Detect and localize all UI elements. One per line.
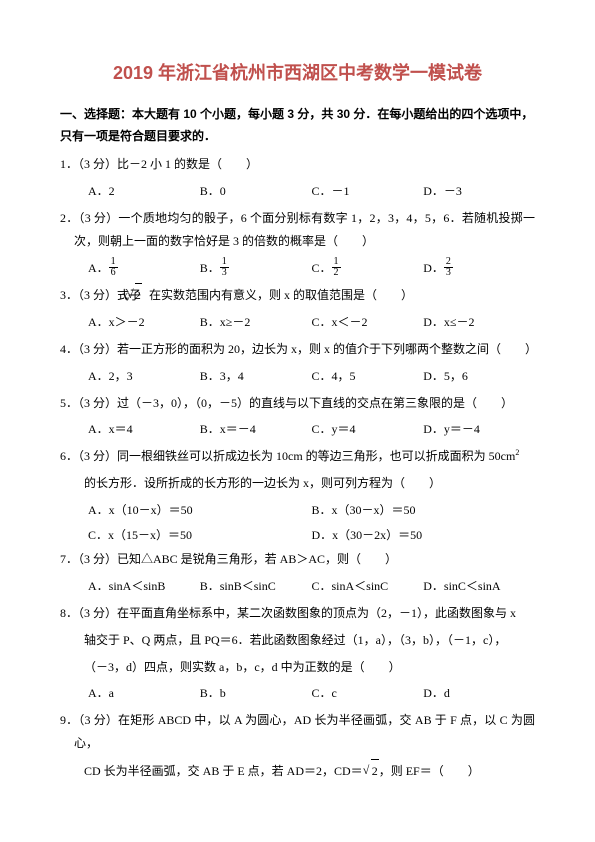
q8-choice-b: B．b — [200, 682, 312, 705]
q8-choice-d: D．d — [423, 682, 535, 705]
q7-choice-d: D．sinC＜sinA — [423, 575, 535, 598]
q2-a-label: A． — [88, 261, 109, 275]
q6-choice-a: A．x（10－x）＝50 — [88, 499, 312, 522]
sqrt-icon: x−2 — [141, 283, 149, 307]
q9-stem2-pre: CD 长为半径画弧，交 AB 于 E 点，若 AD＝2，CD＝ — [84, 764, 363, 778]
q1-choice-d: D．－3 — [423, 180, 535, 203]
q3-stem: 3．（3 分）式子x−2在实数范围内有意义，则 x 的取值范围是（ ） — [60, 283, 535, 307]
q1-stem: 1．（3 分）比－2 小 1 的数是（ ） — [60, 153, 535, 176]
q2-a-frac: 16 — [109, 257, 118, 278]
q4-choices: A．2，3 B．3，4 C．4，5 D．5，6 — [60, 365, 535, 388]
q6-stem-line2: 的长方形．设所折成的长方形的一边长为 x，则可列方程为（ ） — [60, 472, 535, 495]
q6-choice-b: B．x（30－x）＝50 — [312, 499, 536, 522]
q6-choices-row2: C．x（15－x）＝50 D．x（30－2x）＝50 — [60, 524, 535, 547]
q9-stem2-post: ，则 EF＝（ ） — [379, 764, 480, 778]
q6-stem1-text: 6．（3 分）同一根细铁丝可以折成边长为 10cm 的等边三角形，也可以折成面积… — [60, 449, 515, 463]
q2-d-frac: 23 — [444, 257, 453, 278]
q3-choice-b: B．x≥－2 — [200, 311, 312, 334]
q2-c-label: C． — [312, 261, 332, 275]
q5-choice-c: C．y＝4 — [312, 418, 424, 441]
q1-choices: A．2 B．0 C．－1 D．－3 — [60, 180, 535, 203]
q2-b-frac: 13 — [220, 257, 229, 278]
q6-sup: 2 — [515, 448, 519, 457]
q4-choice-a: A．2，3 — [88, 365, 200, 388]
q2-b-label: B． — [200, 261, 220, 275]
q8-choices: A．a B．b C．c D．d — [60, 682, 535, 705]
q5-choice-d: D．y＝－4 — [423, 418, 535, 441]
q8-stem-line3: （－3，d）四点，则实数 a，b，c，d 中为正数的是（ ） — [60, 656, 535, 679]
q7-stem: 7．（3 分）已知△ABC 是锐角三角形，若 AB＞AC，则（ ） — [60, 548, 535, 571]
q3-choices: A．x＞－2 B．x≥－2 C．x＜－2 D．x≤－2 — [60, 311, 535, 334]
q7-choice-b: B．sinB＜sinC — [200, 575, 312, 598]
q4-choice-b: B．3，4 — [200, 365, 312, 388]
q9-stem-line1: 9．（3 分）在矩形 ABCD 中，以 A 为圆心，AD 长为半径画弧，交 AB… — [60, 709, 535, 755]
sqrt-icon: 2 — [363, 759, 379, 783]
q2-stem: 2．（3 分）一个质地均匀的骰子，6 个面分别标有数字 1，2，3，4，5，6．… — [60, 207, 535, 253]
q7-choices: A．sinA＜sinB B．sinB＜sinC C．sinA＜sinC D．si… — [60, 575, 535, 598]
q2-c-frac: 12 — [332, 257, 341, 278]
q1-choice-c: C．－1 — [312, 180, 424, 203]
q2-choice-d: D．23 — [423, 257, 535, 280]
q8-stem-line1: 8．（3 分）在平面直角坐标系中，某二次函数图象的顶点为（2，－1），此函数图象… — [60, 602, 535, 625]
q5-stem: 5．（3 分）过（－3，0），（0，－5）的直线与以下直线的交点在第三象限的是（… — [60, 392, 535, 415]
q7-choice-a: A．sinA＜sinB — [88, 575, 200, 598]
q7-choice-c: C．sinA＜sinC — [312, 575, 424, 598]
q4-choice-d: D．5，6 — [423, 365, 535, 388]
q9-stem-line2: CD 长为半径画弧，交 AB 于 E 点，若 AD＝2，CD＝ 2，则 EF＝（ … — [60, 759, 535, 783]
q2-d-label: D． — [423, 261, 444, 275]
q3-choice-d: D．x≤－2 — [423, 311, 535, 334]
q2-choice-c: C．12 — [312, 257, 424, 280]
q8-stem-line2: 轴交于 P、Q 两点，且 PQ＝6．若此函数图象经过（1，a），（3，b），（－… — [60, 629, 535, 652]
q1-choice-b: B．0 — [200, 180, 312, 203]
q3-sqrt-body: x−2 — [135, 283, 142, 307]
q2-choice-a: A．16 — [88, 257, 200, 280]
section-header: 一、选择题：本大题有 10 个小题，每小题 3 分，共 30 分．在每小题给出的… — [60, 104, 535, 147]
q2-choices: A．16 B．13 C．12 D．23 — [60, 257, 535, 280]
q6-stem-line1: 6．（3 分）同一根细铁丝可以折成边长为 10cm 的等边三角形，也可以折成面积… — [60, 445, 535, 468]
q6-choice-c: C．x（15－x）＝50 — [88, 524, 312, 547]
q5-choices: A．x＝4 B．x＝－4 C．y＝4 D．y＝－4 — [60, 418, 535, 441]
q3-choice-a: A．x＞－2 — [88, 311, 200, 334]
page-title: 2019 年浙江省杭州市西湖区中考数学一模试卷 — [60, 56, 535, 90]
q5-choice-a: A．x＝4 — [88, 418, 200, 441]
q5-choice-b: B．x＝－4 — [200, 418, 312, 441]
q1-choice-a: A．2 — [88, 180, 200, 203]
q8-choice-a: A．a — [88, 682, 200, 705]
q3-stem-post: 在实数范围内有意义，则 x 的取值范围是（ ） — [149, 288, 413, 302]
q4-stem: 4．（3 分）若一正方形的面积为 20，边长为 x，则 x 的值介于下列哪两个整… — [60, 338, 535, 361]
q4-choice-c: C．4，5 — [312, 365, 424, 388]
q9-sqrt-body: 2 — [371, 759, 379, 783]
q6-choice-d: D．x（30－2x）＝50 — [312, 524, 536, 547]
q8-choice-c: C．c — [312, 682, 424, 705]
q2-choice-b: B．13 — [200, 257, 312, 280]
q3-choice-c: C．x＜－2 — [312, 311, 424, 334]
q6-choices-row1: A．x（10－x）＝50 B．x（30－x）＝50 — [60, 499, 535, 522]
